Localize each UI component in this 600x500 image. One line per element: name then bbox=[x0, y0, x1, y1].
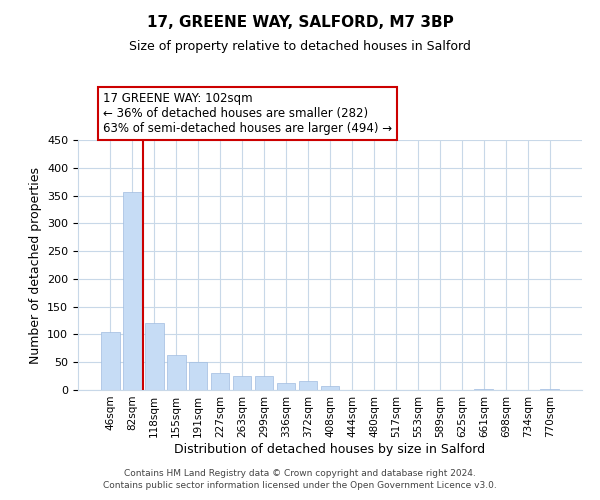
Bar bbox=[255, 376, 274, 390]
Y-axis label: Number of detached properties: Number of detached properties bbox=[29, 166, 41, 364]
Bar bbox=[541, 389, 559, 390]
Bar bbox=[320, 386, 340, 390]
Text: 17 GREENE WAY: 102sqm
← 36% of detached houses are smaller (282)
63% of semi-det: 17 GREENE WAY: 102sqm ← 36% of detached … bbox=[103, 92, 392, 135]
Bar bbox=[299, 380, 317, 390]
Bar bbox=[145, 323, 164, 390]
Bar bbox=[167, 355, 185, 390]
Text: 17, GREENE WAY, SALFORD, M7 3BP: 17, GREENE WAY, SALFORD, M7 3BP bbox=[146, 15, 454, 30]
Bar bbox=[123, 192, 142, 390]
Text: Size of property relative to detached houses in Salford: Size of property relative to detached ho… bbox=[129, 40, 471, 53]
Bar bbox=[211, 374, 229, 390]
Text: Contains HM Land Registry data © Crown copyright and database right 2024.
Contai: Contains HM Land Registry data © Crown c… bbox=[103, 468, 497, 490]
Bar bbox=[101, 332, 119, 390]
Bar bbox=[189, 362, 208, 390]
X-axis label: Distribution of detached houses by size in Salford: Distribution of detached houses by size … bbox=[175, 442, 485, 456]
Bar bbox=[277, 383, 295, 390]
Bar bbox=[475, 389, 493, 390]
Bar bbox=[233, 376, 251, 390]
